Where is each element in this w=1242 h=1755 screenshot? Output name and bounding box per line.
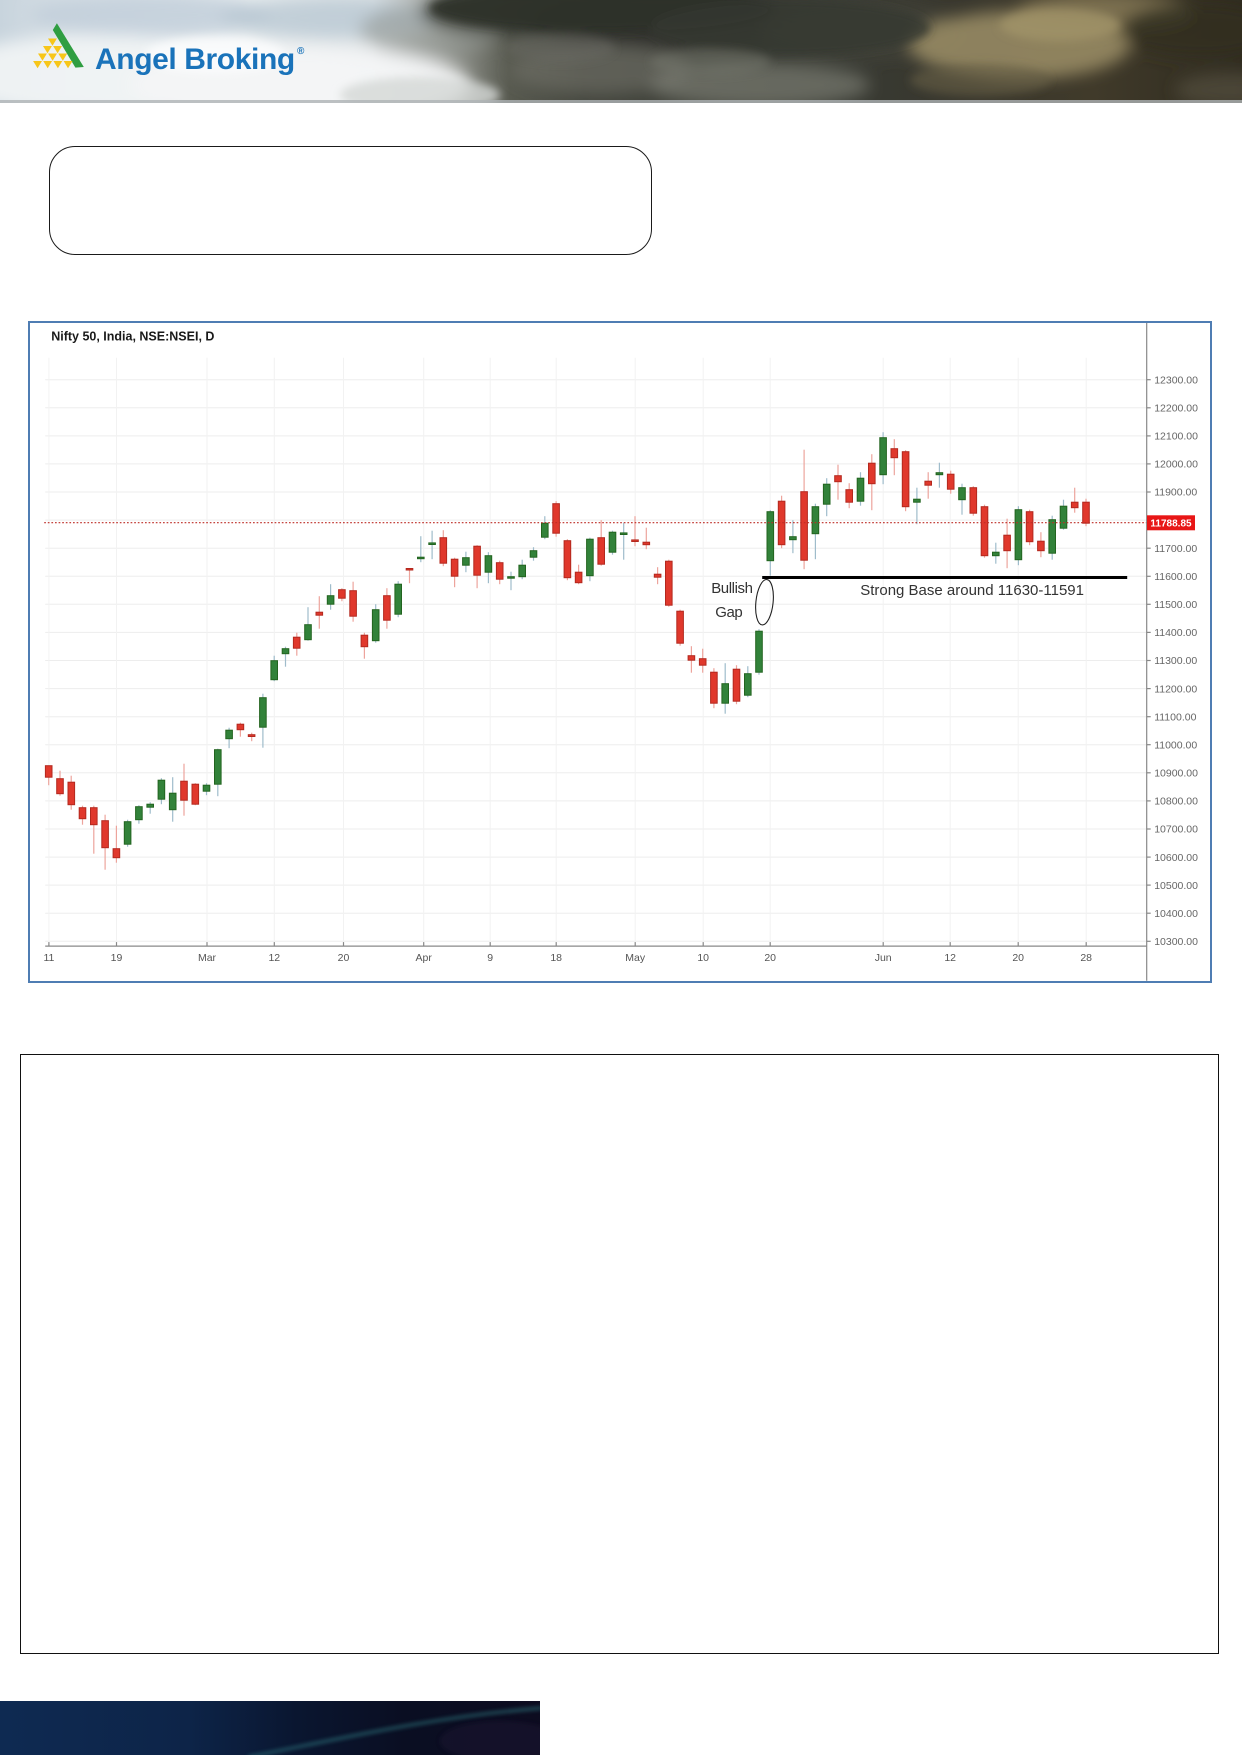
svg-text:®: ® — [297, 46, 305, 57]
svg-text:20: 20 — [338, 952, 350, 964]
svg-text:10600.00: 10600.00 — [1154, 851, 1198, 863]
svg-text:12200.00: 12200.00 — [1154, 402, 1198, 414]
svg-text:May: May — [625, 952, 646, 964]
svg-text:9: 9 — [487, 952, 493, 964]
svg-text:10300.00: 10300.00 — [1154, 936, 1198, 948]
svg-text:Jun: Jun — [875, 952, 892, 964]
svg-text:Nifty 50, India, NSE:NSEI, D: Nifty 50, India, NSE:NSEI, D — [51, 329, 214, 343]
svg-text:Mar: Mar — [198, 952, 217, 964]
svg-text:10800.00: 10800.00 — [1154, 795, 1198, 807]
svg-text:12300.00: 12300.00 — [1154, 374, 1198, 386]
svg-text:12000.00: 12000.00 — [1154, 458, 1198, 470]
svg-text:20: 20 — [764, 952, 776, 964]
svg-text:Angel Broking: Angel Broking — [95, 43, 295, 76]
svg-text:11788.85: 11788.85 — [1150, 518, 1192, 529]
svg-text:Apr: Apr — [416, 952, 433, 964]
svg-text:12: 12 — [268, 952, 280, 964]
svg-text:11300.00: 11300.00 — [1154, 655, 1197, 667]
svg-text:11600.00: 11600.00 — [1154, 571, 1197, 583]
svg-text:12: 12 — [944, 952, 956, 964]
svg-text:12100.00: 12100.00 — [1154, 430, 1198, 442]
svg-text:18: 18 — [550, 952, 562, 964]
svg-text:11900.00: 11900.00 — [1154, 486, 1197, 498]
svg-text:Bullish: Bullish — [711, 580, 752, 597]
svg-text:10700.00: 10700.00 — [1154, 823, 1198, 835]
svg-text:11100.00: 11100.00 — [1154, 711, 1196, 723]
svg-text:10900.00: 10900.00 — [1154, 767, 1198, 779]
svg-text:Gap: Gap — [715, 604, 742, 621]
svg-text:11000.00: 11000.00 — [1154, 739, 1197, 751]
svg-text:10500.00: 10500.00 — [1154, 879, 1198, 891]
svg-text:19: 19 — [111, 952, 123, 964]
svg-text:Strong Base around 11630-11591: Strong Base around 11630-11591 — [860, 582, 1084, 599]
svg-text:11500.00: 11500.00 — [1154, 599, 1197, 611]
svg-text:11700.00: 11700.00 — [1154, 542, 1197, 554]
svg-text:28: 28 — [1080, 952, 1092, 964]
svg-text:10400.00: 10400.00 — [1154, 907, 1198, 919]
svg-text:10: 10 — [697, 952, 709, 964]
svg-text:11400.00: 11400.00 — [1154, 627, 1197, 639]
svg-text:11200.00: 11200.00 — [1154, 683, 1197, 695]
svg-text:11: 11 — [43, 952, 54, 964]
svg-text:20: 20 — [1012, 952, 1024, 964]
